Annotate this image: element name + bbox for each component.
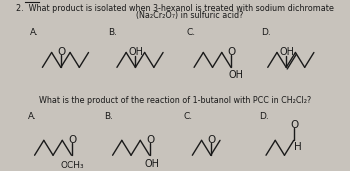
Text: (Na₂Cr₂O₇) in sulfuric acid?: (Na₂Cr₂O₇) in sulfuric acid? xyxy=(136,11,243,20)
Text: OH: OH xyxy=(229,70,244,80)
Text: 2.  What product is isolated when 3-hexanol is treated with sodium dichromate: 2. What product is isolated when 3-hexan… xyxy=(16,4,334,13)
Text: O: O xyxy=(290,120,299,130)
Text: C.: C. xyxy=(184,112,193,121)
Text: O: O xyxy=(68,135,77,145)
Text: O: O xyxy=(228,47,236,57)
Text: O: O xyxy=(146,135,154,145)
Text: B.: B. xyxy=(108,28,117,37)
Text: H: H xyxy=(294,142,302,152)
Text: OCH₃: OCH₃ xyxy=(61,161,84,170)
Text: C.: C. xyxy=(186,28,195,37)
Text: O: O xyxy=(58,47,66,57)
Text: What is the product of the reaction of 1-butanol with PCC in CH₂Cl₂?: What is the product of the reaction of 1… xyxy=(39,96,311,105)
Text: D.: D. xyxy=(261,28,271,37)
Text: A.: A. xyxy=(30,28,39,37)
Text: O: O xyxy=(208,135,216,145)
Text: B.: B. xyxy=(104,112,113,121)
Text: OH: OH xyxy=(280,47,295,57)
Text: D.: D. xyxy=(259,112,269,121)
Text: A.: A. xyxy=(28,112,36,121)
Text: OH: OH xyxy=(129,47,144,57)
Text: OH: OH xyxy=(145,159,160,169)
